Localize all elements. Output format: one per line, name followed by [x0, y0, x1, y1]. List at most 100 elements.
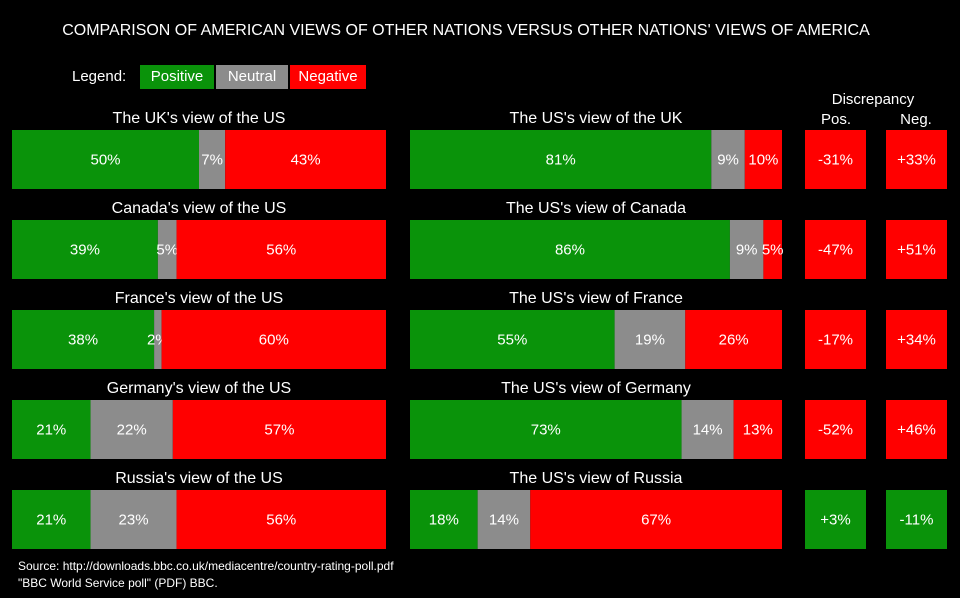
source: "BBC World Service poll" (PDF) BBC. [18, 576, 218, 590]
value-label: 19% [635, 331, 665, 348]
value-label: 57% [264, 421, 294, 438]
panel-title: The US's view of Russia [510, 470, 683, 487]
panel-title: The US's view of Canada [506, 200, 686, 217]
discrepancy-box [886, 310, 947, 369]
value-label: 81% [546, 151, 576, 168]
bar-segment [410, 220, 730, 279]
discrepancy-label: +33% [897, 151, 936, 168]
discrepancy-box [886, 220, 947, 279]
bar-segment [685, 310, 782, 369]
bar-segment [199, 130, 226, 189]
value-label: 22% [117, 421, 147, 438]
value-label: 26% [719, 331, 749, 348]
discrepancy-title: Discrepancy [832, 91, 915, 108]
bar-segment [176, 490, 386, 549]
value-label: 5% [762, 241, 784, 258]
panel-title: Canada's view of the US [112, 200, 287, 217]
discrepancy-box [805, 400, 866, 459]
value-label: 56% [266, 241, 296, 258]
discrepancy-label: -47% [818, 241, 853, 258]
bar-segment [681, 400, 734, 459]
legend-swatch [290, 65, 366, 89]
panel-title: The US's view of France [509, 290, 683, 307]
bar-segment [729, 220, 764, 279]
bar-segment [744, 130, 782, 189]
discrepancy-label: -52% [818, 421, 853, 438]
panel-title: The UK's view of the US [113, 110, 286, 127]
panel-title: France's view of the US [115, 290, 283, 307]
value-label: 7% [201, 151, 223, 168]
value-label: 13% [743, 421, 773, 438]
bar-segment [172, 400, 386, 459]
value-label: 21% [36, 511, 66, 528]
discrepancy-label: +34% [897, 331, 936, 348]
value-label: 60% [259, 331, 289, 348]
legend-swatch [140, 65, 214, 89]
bar-segment [12, 400, 91, 459]
bar-segment [410, 400, 682, 459]
value-label: 38% [68, 331, 98, 348]
bar-segment [410, 310, 615, 369]
discrepancy-label: -17% [818, 331, 853, 348]
bar-segment [12, 310, 155, 369]
source: Source: http://downloads.bbc.co.uk/media… [18, 559, 394, 573]
value-label: 21% [36, 421, 66, 438]
bar-segment [711, 130, 745, 189]
value-label: 73% [531, 421, 561, 438]
bar-segment [154, 310, 162, 369]
value-label: 39% [70, 241, 100, 258]
legend-swatch [216, 65, 288, 89]
bar-segment [90, 400, 173, 459]
discrepancy-label: -11% [900, 511, 934, 528]
bar-segment [477, 490, 531, 549]
bar-segment [12, 130, 199, 189]
bar-segment [614, 310, 686, 369]
value-label: 56% [266, 511, 296, 528]
bar-segment [157, 220, 177, 279]
legend-label: Legend: [72, 68, 126, 85]
panel-title: Russia's view of the US [115, 470, 283, 487]
value-label: 9% [717, 151, 739, 168]
bar-segment [90, 490, 177, 549]
discrepancy-box [886, 130, 947, 189]
bar-segment [733, 400, 782, 459]
bar-segment [176, 220, 386, 279]
bar-segment [530, 490, 782, 549]
discrepancy-box [886, 490, 947, 549]
discrepancy-box [886, 400, 947, 459]
discrepancy-label: +51% [897, 241, 936, 258]
discrepancy-box [805, 310, 866, 369]
discrepancy-label: -31% [818, 151, 853, 168]
bar-segment [763, 220, 782, 279]
value-label: 14% [693, 421, 723, 438]
value-label: 18% [429, 511, 459, 528]
value-label: 67% [641, 511, 671, 528]
value-label: 43% [291, 151, 321, 168]
value-label: 23% [119, 511, 149, 528]
value-label: 5% [156, 241, 178, 258]
discrepancy-label: +3% [820, 511, 850, 528]
value-label: 86% [555, 241, 585, 258]
panel-title: The US's view of Germany [501, 380, 691, 397]
panel-title: The US's view of the UK [510, 110, 683, 127]
legend-entry: Positive [151, 68, 204, 85]
chart-title: COMPARISON OF AMERICAN VIEWS OF OTHER NA… [62, 22, 870, 39]
discrepancy-pos: Pos. [821, 111, 851, 128]
value-label: 50% [90, 151, 120, 168]
discrepancy-neg: Neg. [900, 111, 932, 128]
value-label: 14% [489, 511, 519, 528]
legend-entry: Neutral [228, 68, 276, 85]
bar-segment [410, 490, 478, 549]
bar-segment [161, 310, 386, 369]
discrepancy-box [805, 130, 866, 189]
panel-title: Germany's view of the US [107, 380, 291, 397]
bar-segment [12, 220, 158, 279]
bar-segment [12, 490, 91, 549]
discrepancy-box [805, 490, 866, 549]
bar-segment [410, 130, 712, 189]
value-label: 55% [497, 331, 527, 348]
discrepancy-label: +46% [897, 421, 936, 438]
bar-segment [225, 130, 386, 189]
value-label: 10% [748, 151, 778, 168]
